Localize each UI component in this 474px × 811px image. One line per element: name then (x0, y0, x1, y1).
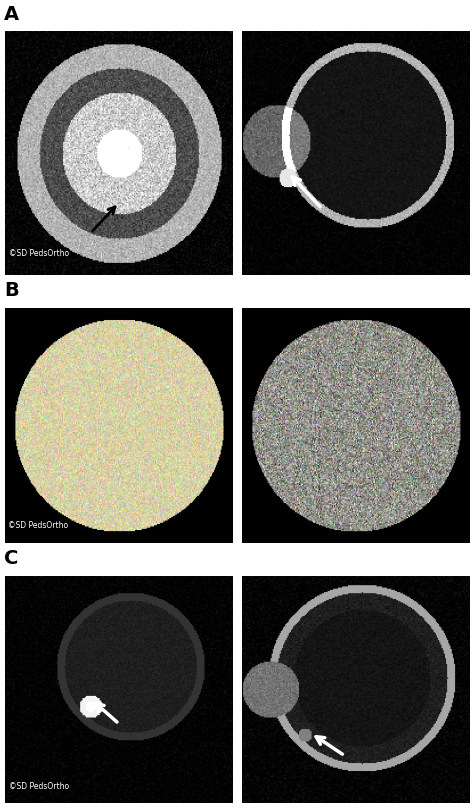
Text: ©SD PedsOrtho: ©SD PedsOrtho (9, 249, 69, 258)
Text: C: C (4, 548, 18, 567)
Text: B: B (4, 281, 18, 299)
Text: A: A (4, 5, 19, 24)
Text: ©SD PedsOrtho: ©SD PedsOrtho (9, 781, 69, 790)
Text: ©SD PedsOrtho: ©SD PedsOrtho (8, 521, 68, 530)
